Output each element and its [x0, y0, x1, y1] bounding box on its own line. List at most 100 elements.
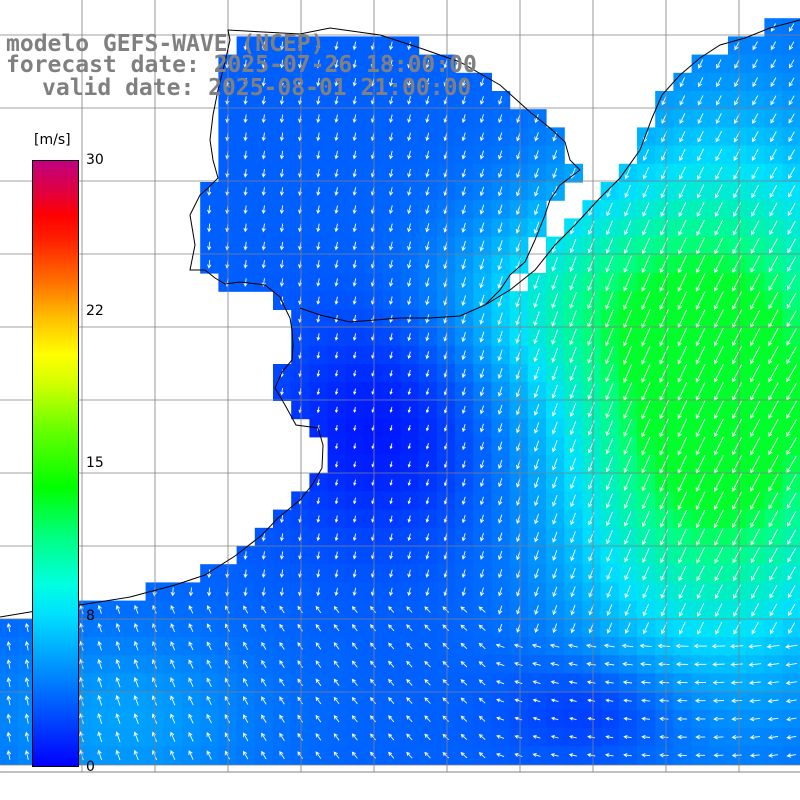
wind-vector — [460, 697, 468, 704]
wind-vector — [697, 166, 705, 180]
wind-vector — [785, 698, 797, 704]
wind-vector — [678, 184, 687, 199]
wind-vector — [352, 241, 357, 251]
wind-vector — [115, 749, 121, 761]
wind-vector — [479, 168, 485, 178]
wind-vector — [425, 59, 430, 69]
wind-vector — [711, 643, 726, 649]
wind-vector — [407, 569, 412, 578]
wind-vector — [206, 623, 212, 632]
wind-vector — [715, 166, 723, 180]
wind-vector — [133, 640, 139, 651]
wind-vector — [406, 678, 413, 686]
wind-vector — [587, 735, 595, 739]
wind-vector — [261, 732, 267, 742]
wind-vector — [768, 473, 779, 492]
wind-vector — [587, 383, 595, 400]
wind-vector — [352, 278, 357, 287]
wind-vector — [316, 187, 321, 196]
wind-vector — [279, 714, 285, 723]
wind-vector — [407, 533, 412, 542]
wind-vector — [407, 241, 412, 251]
wind-vector — [389, 96, 394, 105]
wind-vector — [333, 642, 340, 650]
wind-vector — [787, 220, 796, 235]
wind-vector — [697, 77, 704, 88]
wind-vector — [334, 59, 339, 69]
wind-vector — [551, 256, 559, 272]
wind-vector — [552, 476, 558, 489]
wind-vector — [587, 256, 595, 273]
wind-vector — [624, 622, 631, 635]
wind-vector — [497, 186, 503, 197]
wind-vector — [641, 716, 651, 721]
wind-vector — [676, 680, 688, 685]
wind-vector — [605, 474, 614, 491]
wind-vector — [352, 569, 357, 578]
wind-vector — [97, 604, 102, 614]
wind-vector — [479, 569, 485, 579]
wind-vector — [496, 716, 505, 721]
wind-vector — [513, 643, 523, 648]
wind-vector — [188, 587, 194, 597]
wind-vector — [496, 698, 505, 703]
wind-vector — [677, 327, 688, 347]
wind-vector — [788, 149, 795, 161]
wind-vector — [279, 660, 285, 669]
wind-vector — [769, 584, 778, 599]
wind-vector — [786, 474, 797, 492]
wind-vector — [714, 565, 724, 582]
wind-vector — [188, 641, 194, 651]
wind-vector — [695, 509, 706, 529]
wind-vector — [352, 351, 357, 359]
wind-vector — [768, 418, 779, 438]
wind-vector — [677, 291, 688, 311]
wind-vector — [352, 132, 357, 142]
wind-vector — [406, 751, 413, 759]
wind-vector — [97, 731, 103, 743]
wind-vector — [642, 603, 650, 617]
wind-vector — [279, 551, 284, 560]
wind-vector — [497, 550, 503, 561]
wind-vector — [569, 365, 577, 382]
wind-vector — [769, 220, 778, 236]
wind-vector — [623, 291, 633, 311]
wind-vector — [352, 59, 357, 69]
wind-vector — [786, 346, 797, 365]
wind-vector — [388, 624, 395, 632]
wind-vector — [749, 698, 761, 704]
wind-vector — [786, 292, 797, 309]
wind-vector — [352, 114, 357, 124]
wind-vector — [315, 696, 322, 705]
wind-vector — [569, 310, 577, 328]
wind-vector — [243, 96, 248, 105]
wind-vector — [657, 643, 671, 649]
wind-vector — [133, 676, 139, 688]
wind-vector — [243, 569, 248, 579]
wind-vector — [297, 605, 303, 614]
wind-vector — [768, 529, 778, 546]
wind-vector — [388, 678, 395, 686]
wind-vector — [352, 533, 357, 542]
wind-vector — [24, 695, 30, 706]
wind-vector — [497, 459, 503, 470]
wind-vector — [787, 203, 796, 217]
wind-vector — [207, 259, 212, 269]
wind-vector — [188, 731, 194, 742]
wind-vector — [297, 642, 303, 650]
wind-vector — [351, 642, 358, 650]
wind-vector — [461, 478, 466, 487]
wind-vector — [712, 680, 725, 685]
wind-vector — [424, 697, 431, 704]
wind-vector — [606, 548, 613, 563]
wind-vector — [788, 622, 796, 635]
wind-vector — [769, 566, 778, 581]
wind-vectors — [6, 23, 798, 761]
wind-vector — [170, 695, 176, 706]
wind-vector — [660, 566, 668, 582]
wind-vector — [623, 455, 632, 473]
wind-vector — [425, 114, 430, 123]
wind-vector — [406, 697, 413, 704]
wind-vector — [552, 531, 558, 543]
wind-vector — [388, 223, 394, 233]
